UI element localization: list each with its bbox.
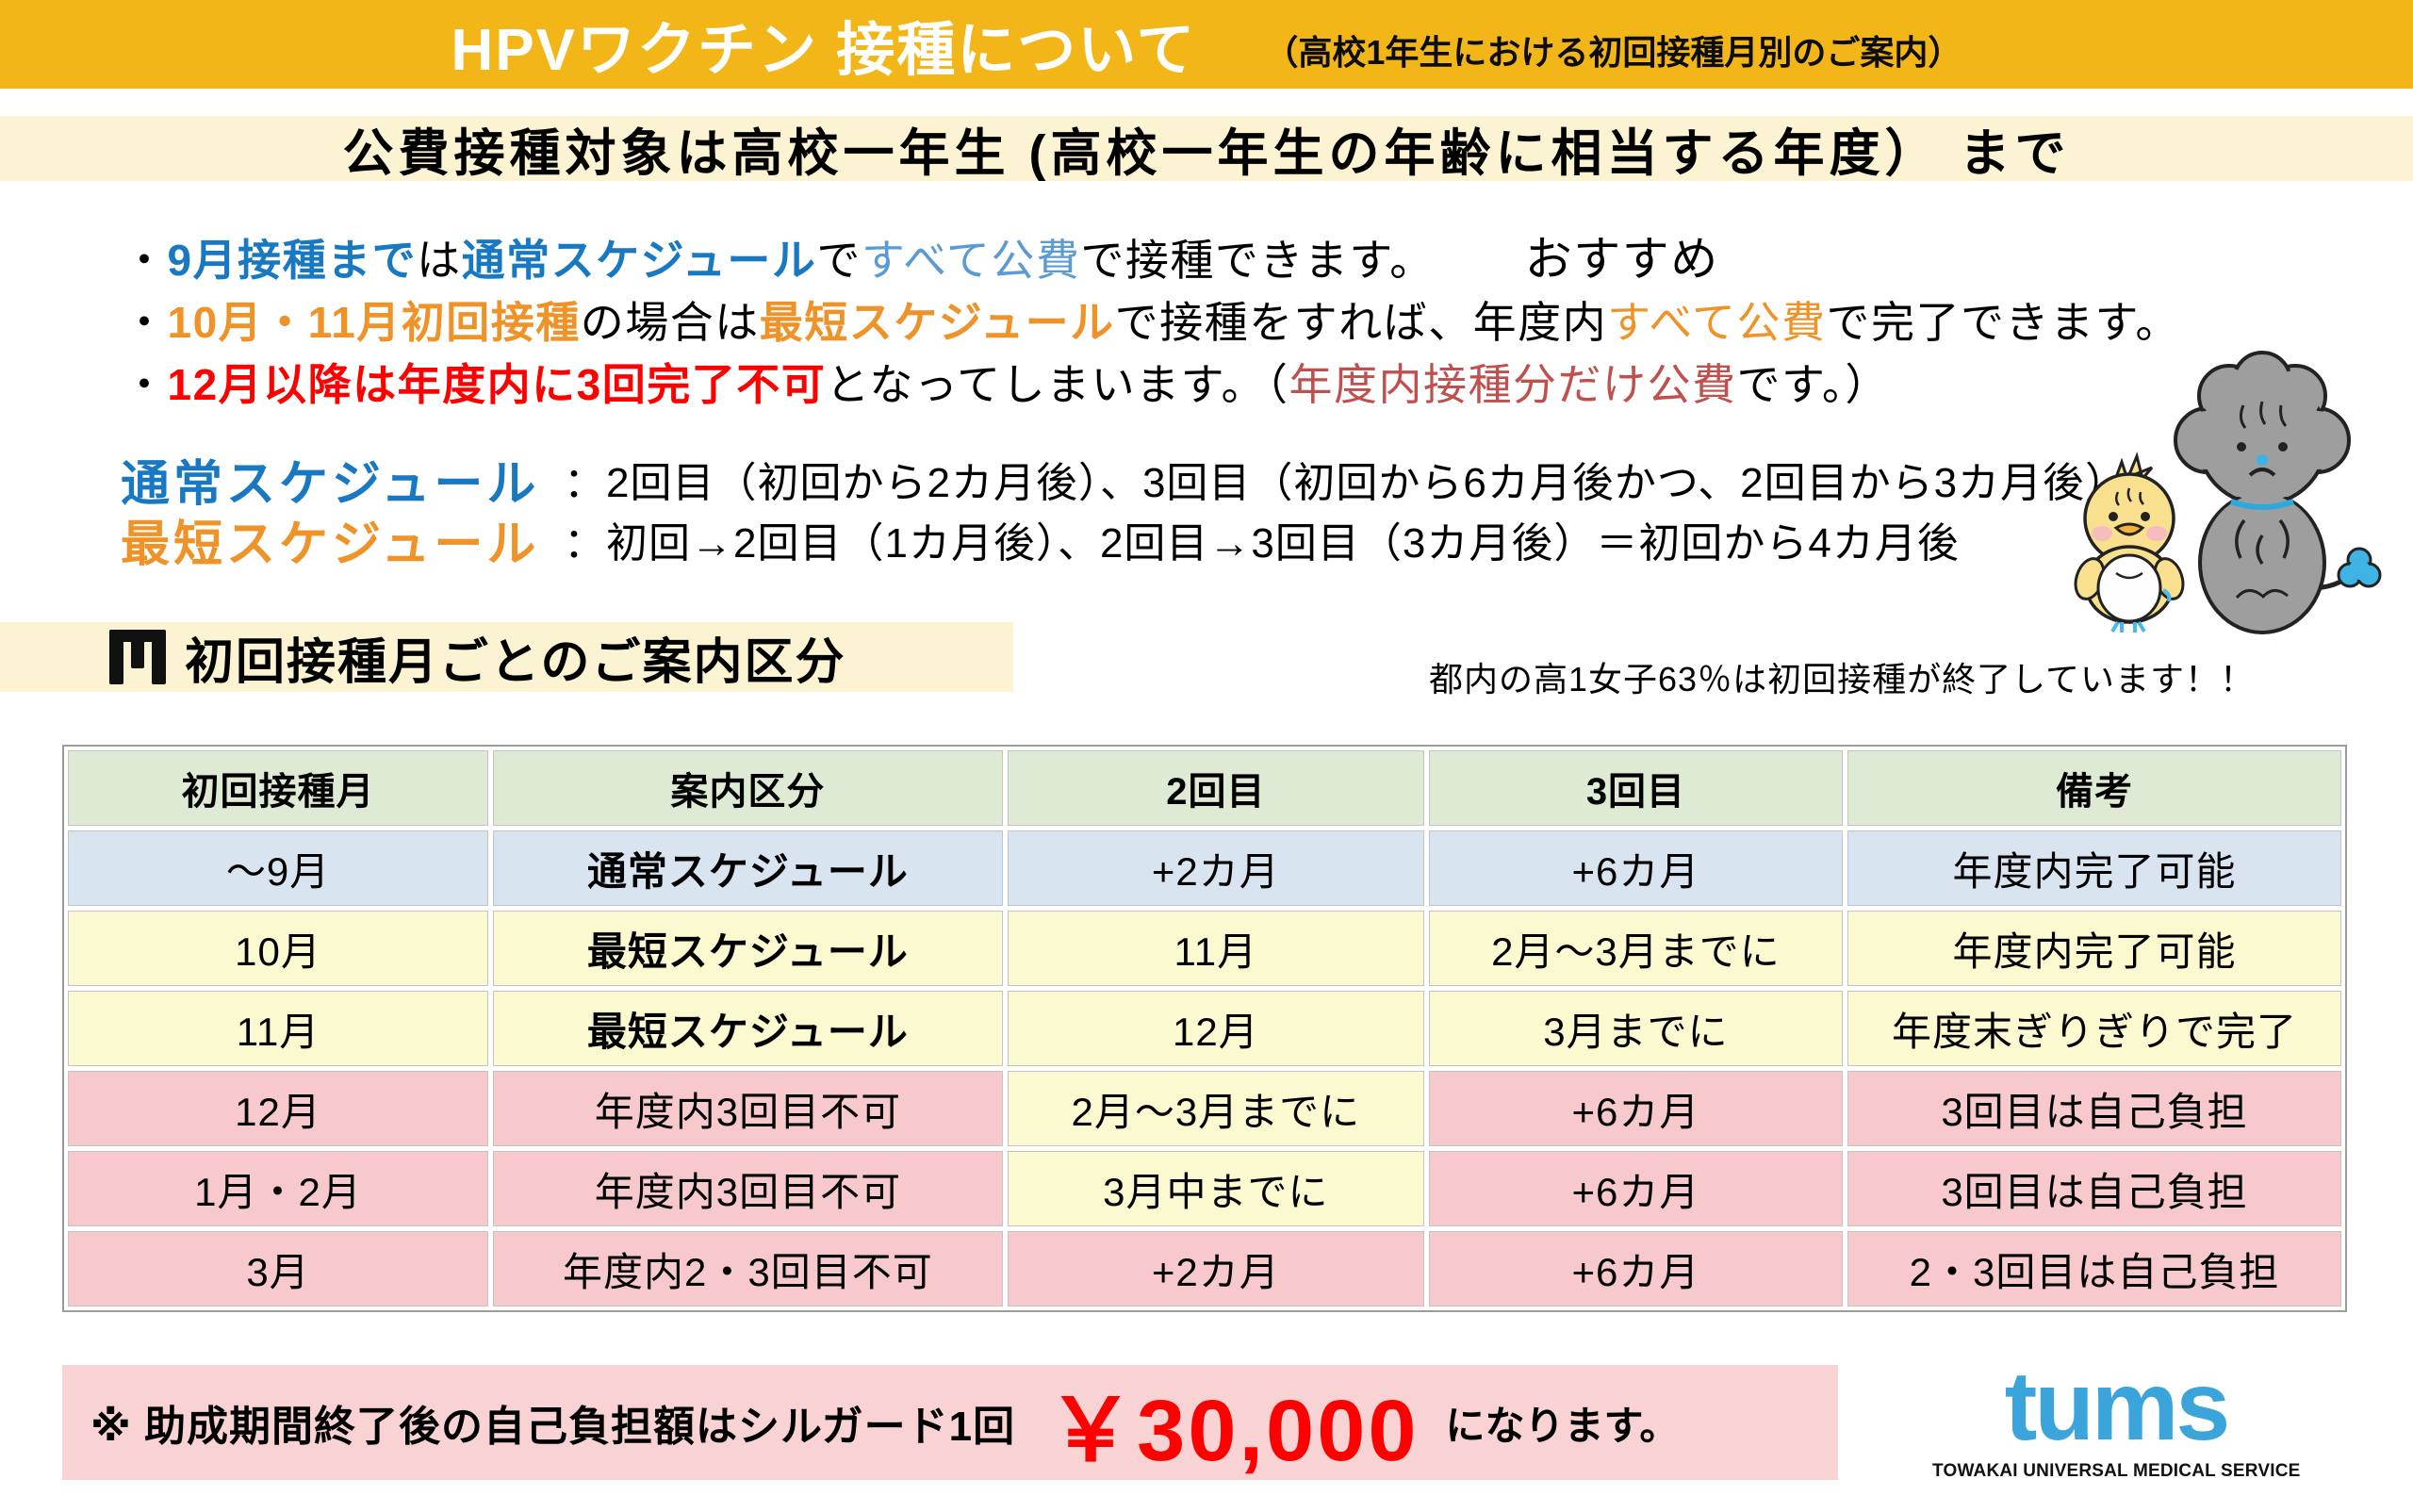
table-header-cell: 3回目: [1428, 750, 1843, 826]
table-cell: 2・3回目は自己負担: [1847, 1231, 2341, 1307]
logo-tagline: TOWAKAI UNIVERSAL MEDICAL SERVICE: [1932, 1461, 2301, 1481]
table-cell: 最短スケジュール: [493, 911, 1003, 986]
bullet-text: 9月接種まで: [167, 236, 418, 285]
schedule-colon: ：: [564, 520, 606, 567]
bullet-text: すべて公費: [861, 236, 1081, 285]
table-cell: +6カ月: [1428, 830, 1843, 906]
table-cell: 3回目は自己負担: [1847, 1151, 2341, 1226]
normal-schedule-text: 2回目（初回から2カ月後）、3回目（初回から6カ月後かつ、2回目から3カ月後）: [606, 460, 2128, 506]
price-amount: ￥30,000: [1047, 1382, 1420, 1479]
table-cell: 年度内完了可能: [1847, 830, 2341, 906]
shortest-schedule-text: 初回→2回目（1カ月後）、2回目→3回目（3カ月後）＝初回から4カ月後: [606, 520, 1960, 567]
logo-wordmark: tums: [2004, 1352, 2230, 1461]
table-cell: 3回目は自己負担: [1847, 1071, 2341, 1146]
table-cell: +6カ月: [1428, 1151, 1843, 1226]
eligibility-text: 公費接種対象は高校一年生 (高校一年生の年齢に相当する年度） まで: [342, 125, 2071, 182]
table-cell: 年度内3回目不可: [493, 1071, 1003, 1146]
table-cell: 2月～3月までに: [1007, 1071, 1424, 1146]
bullet-october-november: ・10月・11月初回接種の場合は最短スケジュールで接種をすれば、年度内すべて公費…: [123, 291, 2180, 353]
table-cell: 3月までに: [1428, 991, 1843, 1066]
normal-schedule-line: 通常スケジュール ： 2回目（初回から2カ月後）、3回目（初回から6カ月後かつ、…: [121, 449, 2128, 512]
bullet-text: 年度内接種分だけ公費: [1289, 360, 1737, 409]
table-cell: 最短スケジュール: [493, 991, 1003, 1066]
table-header-cell: 2回目: [1007, 750, 1424, 826]
bullet-text: 12月以降は年度内に3回完了不可: [167, 360, 827, 409]
table-cell: 12月: [68, 1071, 489, 1146]
bullet-dot: ・: [123, 360, 168, 409]
section-title: 初回接種月ごとのご案内区分: [185, 634, 846, 690]
bullet-text: 通常スケジュール: [461, 236, 817, 285]
bullet-text: で接種をすれば、年度内: [1114, 298, 1608, 347]
bullet-text: となってしまいます。（: [826, 360, 1289, 409]
table-cell: 11月: [68, 991, 489, 1066]
table-cell: 年度末ぎりぎりで完了: [1847, 991, 2341, 1066]
chick-mascot: [2074, 452, 2185, 633]
bullet-text: で: [816, 236, 862, 285]
table-cell: +6カ月: [1428, 1071, 1843, 1146]
bullet-december-later: ・12月以降は年度内に3回完了不可となってしまいます。（年度内接種分だけ公費です…: [123, 353, 2180, 416]
table-cell: +6カ月: [1428, 1231, 1843, 1307]
eligibility-banner: 公費接種対象は高校一年生 (高校一年生の年齢に相当する年度） まで: [0, 116, 2413, 182]
shortest-schedule-label: 最短スケジュール: [121, 517, 540, 572]
normal-schedule-label: 通常スケジュール: [121, 456, 540, 512]
table-header-cell: 備考: [1847, 750, 2341, 826]
section-header-banner: 初回接種月ごとのご案内区分: [0, 622, 1013, 692]
bullet-text: で接種できます。: [1080, 236, 1435, 285]
shortest-schedule-line: 最短スケジュール ： 初回→2回目（1カ月後）、2回目→3回目（3カ月後）＝初回…: [121, 509, 2127, 572]
table-cell: 3月: [68, 1231, 489, 1307]
bullet-september: ・9月接種までは通常スケジュールですべて公費で接種できます。 おすすめ: [123, 228, 2180, 291]
table-cell: 1月・2月: [68, 1151, 489, 1226]
bullet-text: で完了できます。: [1826, 298, 2180, 347]
bar-chart-icon: [109, 630, 166, 684]
bullet-text: の場合は: [580, 298, 760, 347]
poodle-mascot: [2174, 351, 2382, 634]
bullet-text: 最短スケジュール: [759, 298, 1115, 347]
price-note-prefix: ※ 助成期間終了後の自己負担額はシルガード1回: [90, 1404, 1016, 1450]
table-cell: 10月: [68, 911, 489, 986]
vaccination-schedule-table: 初回接種月 案内区分 2回目 3回目 備考 ～9月 通常スケジュール +2カ月 …: [62, 745, 2347, 1312]
table-cell: 2月～3月までに: [1428, 911, 1843, 986]
table-header-cell: 案内区分: [493, 750, 1003, 826]
bullet-text: は: [417, 236, 462, 285]
bullet-list: ・9月接種までは通常スケジュールですべて公費で接種できます。 おすすめ ・10月・…: [123, 228, 2180, 416]
page-subtitle: （高校1年生における初回接種月別のご案内）: [1264, 33, 1962, 72]
tums-logo: tums TOWAKAI UNIVERSAL MEDICAL SERVICE: [1932, 1352, 2301, 1482]
table-cell: +2カ月: [1007, 830, 1424, 906]
table-cell: 年度内3回目不可: [493, 1151, 1003, 1226]
schedule-colon: ：: [564, 460, 606, 506]
coverage-note: 都内の高1女子63％は初回接種が終了しています！！: [1429, 660, 2255, 698]
price-note-banner: ※ 助成期間終了後の自己負担額はシルガード1回 ￥30,000 になります。: [62, 1365, 1838, 1480]
price-note-suffix: になります。: [1445, 1403, 1680, 1448]
title-banner: HPVワクチン 接種について （高校1年生における初回接種月別のご案内）: [0, 0, 2413, 89]
table-cell: 12月: [1007, 991, 1424, 1066]
table-cell: 3月中までに: [1007, 1151, 1424, 1226]
bullet-dot: ・: [123, 236, 168, 285]
table-cell: 年度内完了可能: [1847, 911, 2341, 986]
table-header-cell: 初回接種月: [68, 750, 489, 826]
bullet-text: 10月・11月初回接種: [167, 298, 581, 347]
bullet-dot: ・: [123, 298, 168, 347]
bullet-text: です。）: [1736, 360, 1890, 409]
table-cell: 年度内2・3回目不可: [493, 1231, 1003, 1307]
table-cell: 11月: [1007, 911, 1424, 986]
table-cell: +2カ月: [1007, 1231, 1424, 1307]
recommended-label: おすすめ: [1524, 233, 1719, 286]
bullet-text: すべて公費: [1607, 298, 1827, 347]
page-title: HPVワクチン 接種について: [451, 18, 1197, 83]
mascot-illustration: [2074, 351, 2382, 634]
schedule-definitions: 通常スケジュール ： 2回目（初回から2カ月後）、3回目（初回から6カ月後かつ、…: [121, 449, 2128, 572]
table-cell: 通常スケジュール: [493, 830, 1003, 906]
table-cell: ～9月: [68, 830, 489, 906]
